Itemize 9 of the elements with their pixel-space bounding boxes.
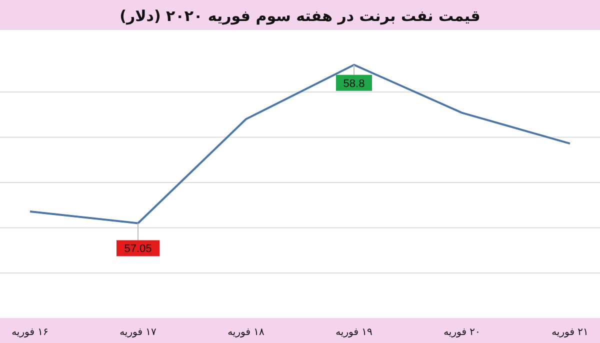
data-label: 58.8: [343, 78, 365, 90]
x-tick-label: ۱۷ فوریه: [120, 327, 158, 338]
chart-title: قیمت نفت برنت در هفته سوم فوریه ۲۰۲۰ (دلار): [120, 7, 480, 25]
x-tick-label: ۲۱ فوریه: [552, 327, 588, 338]
x-tick-label: ۱۶ فوریه: [12, 327, 48, 338]
data-label: 57.05: [124, 243, 152, 256]
x-tick-label: ۲۰ فوریه: [444, 327, 480, 338]
x-tick-label: ۱۹ فوریه: [336, 327, 372, 338]
x-tick-label: ۱۸ فوریه: [228, 327, 266, 338]
